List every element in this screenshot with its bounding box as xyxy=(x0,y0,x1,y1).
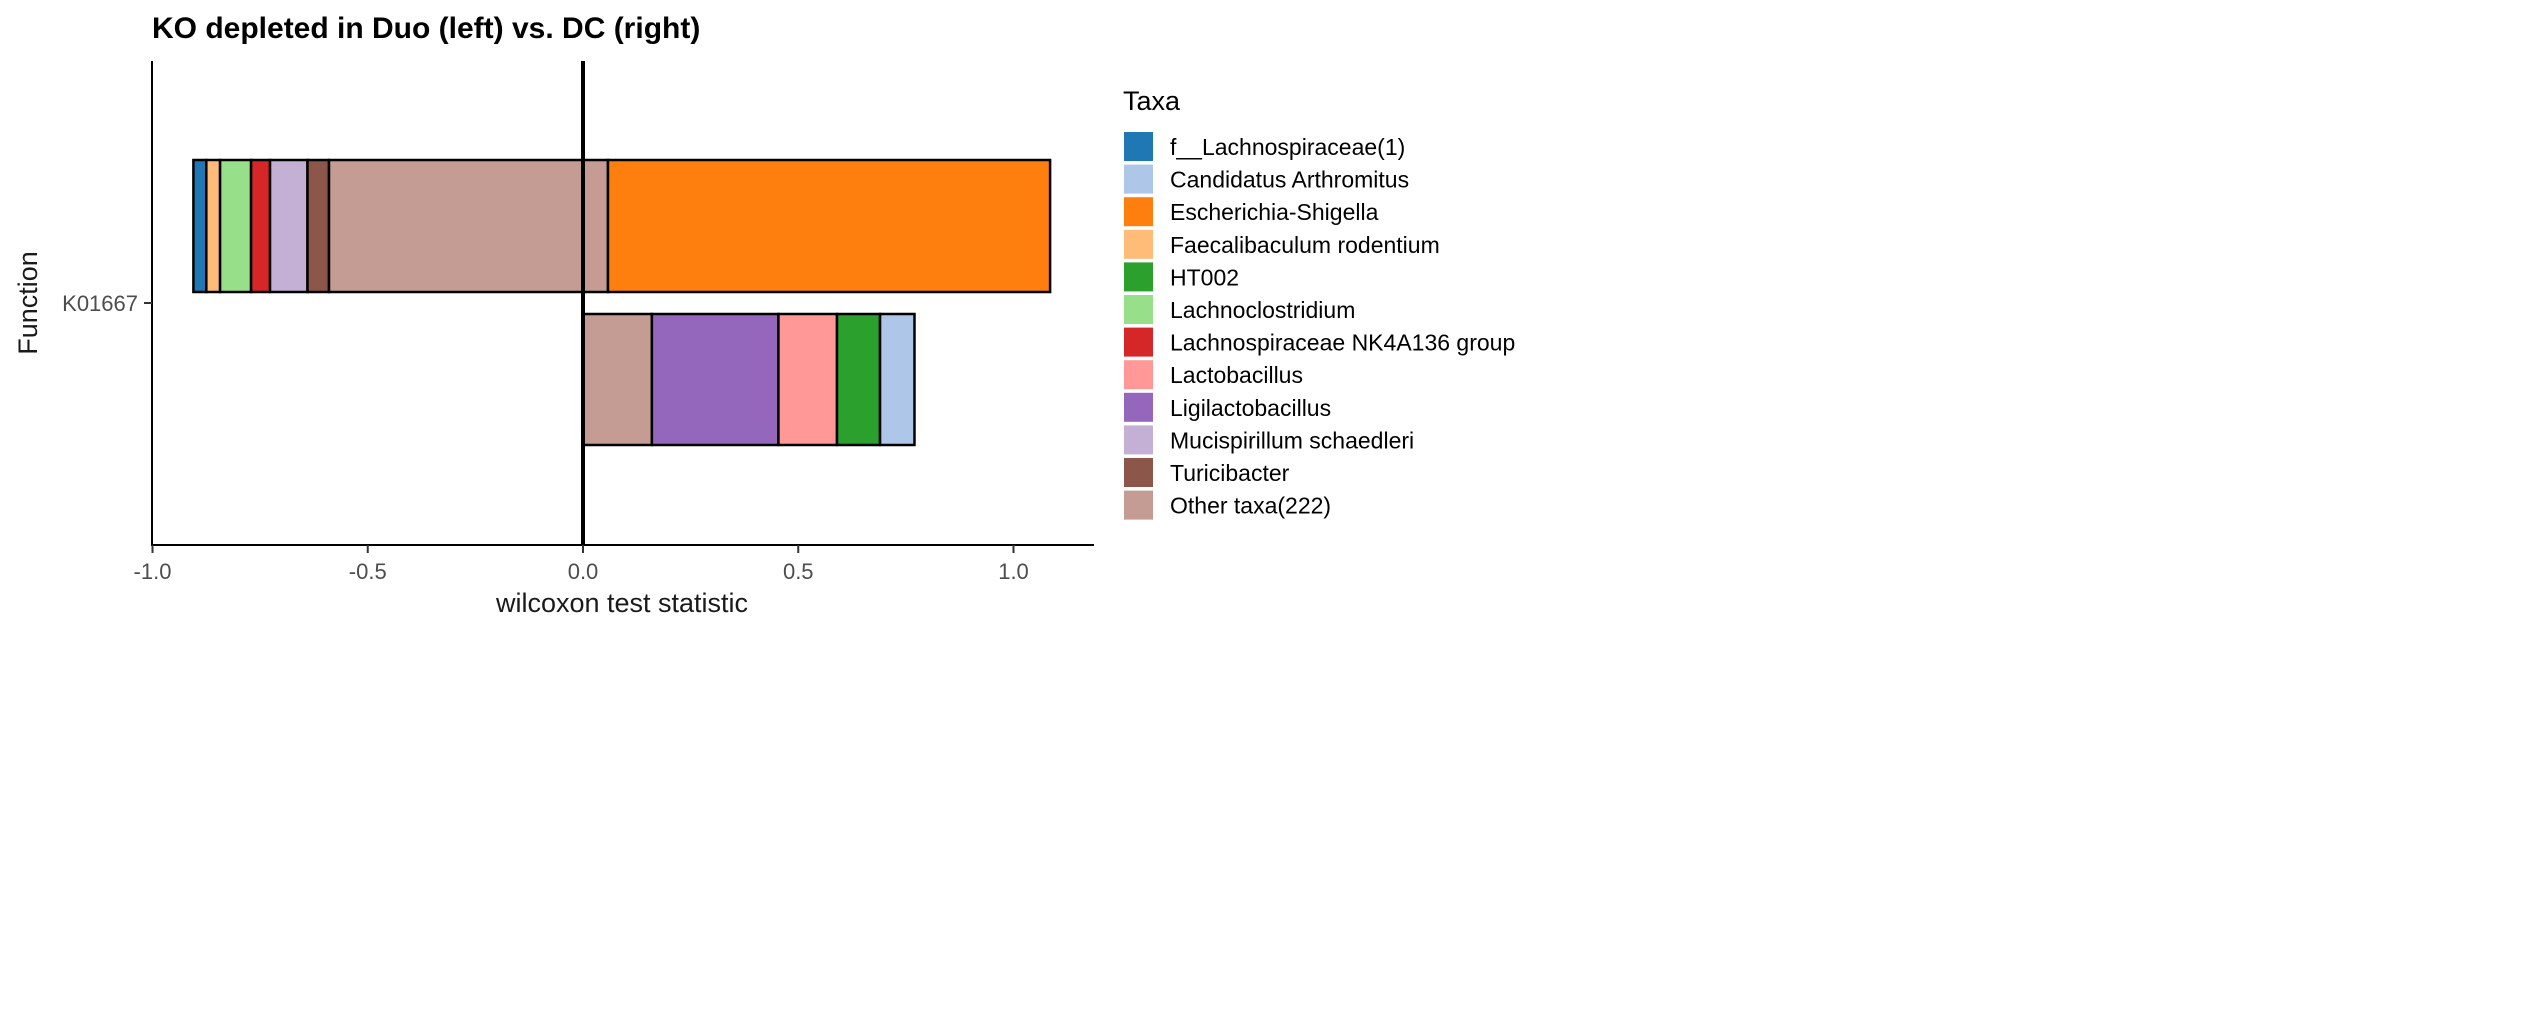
legend-swatch-escherichia-shigella xyxy=(1124,197,1153,227)
bar-segment-upper-other-taxa-222 xyxy=(327,158,610,294)
bar-segment-lower-ht002 xyxy=(835,312,882,447)
legend-swatch-lachnospiraceae-nk4a136-group xyxy=(1124,327,1153,357)
chart-title: KO depleted in Duo (left) vs. DC (right) xyxy=(152,12,700,45)
legend-label-turicibacter: Turicibacter xyxy=(1170,460,1290,486)
x-tick-label: 0.0 xyxy=(568,559,599,584)
y-axis-label: Function xyxy=(13,251,43,355)
bars-group xyxy=(192,158,1052,447)
legend-swatch-candidatus-arthromitus xyxy=(1124,164,1153,194)
legend-swatch-lachnoclostridium xyxy=(1124,295,1153,324)
legend-label-lactobacillus: Lactobacillus xyxy=(1170,362,1303,388)
legend-label-ht002: HT002 xyxy=(1170,264,1239,290)
x-axis-label: wilcoxon test statistic xyxy=(495,588,748,618)
legend-label-lachnospiraceae-nk4a136-group: Lachnospiraceae NK4A136 group xyxy=(1170,330,1515,356)
legend-label-candidatus-arthromitus: Candidatus Arthromitus xyxy=(1170,167,1409,193)
legend-swatch-other-taxa-222 xyxy=(1124,490,1153,520)
legend-swatch-lactobacillus xyxy=(1124,360,1153,390)
legend-swatch-mucispirillum-schaedleri xyxy=(1124,425,1153,455)
x-ticks-group: -1.0 -0.5 0.0 0.5 1.0 xyxy=(134,545,1029,584)
legend-label-mucispirillum-schaedleri: Mucispirillum schaedleri xyxy=(1170,427,1414,453)
legend-swatch-ligilactobacillus xyxy=(1124,392,1153,422)
legend-swatch-f-lachnospiraceae-1 xyxy=(1124,132,1153,161)
legend-swatch-ht002 xyxy=(1124,262,1153,292)
legend-label-faecalibaculum-rodentium: Faecalibaculum rodentium xyxy=(1170,232,1440,258)
legend-swatch-faecalibaculum-rodentium xyxy=(1124,229,1153,259)
legend: Taxa f__Lachnospiraceae(1) Candidatus Art… xyxy=(1123,86,1515,520)
bar-segment-upper-lachnoclostridium xyxy=(218,158,253,294)
bar-segment-lower-candidatus-arthromitus xyxy=(878,312,916,447)
bar-segment-lower-other-taxa-222 xyxy=(581,312,654,447)
legend-label-f-lachnospiraceae-1: f__Lachnospiraceae(1) xyxy=(1170,134,1405,160)
bar-segment-upper-f-lachnospiraceae-1 xyxy=(192,158,208,294)
bar-segment-lower-ligilactobacillus xyxy=(650,312,780,447)
bar-segment-upper-mucispirillum-schaedleri xyxy=(268,158,309,294)
bar-segment-upper-turicibacter xyxy=(306,158,331,294)
x-tick-label: -0.5 xyxy=(349,559,387,584)
legend-swatch-turicibacter xyxy=(1124,458,1153,487)
legend-label-escherichia-shigella: Escherichia-Shigella xyxy=(1170,199,1379,225)
bar-segment-upper-lachnospiraceae-nk4a136-group xyxy=(249,158,272,294)
legend-title: Taxa xyxy=(1123,86,1181,116)
legend-label-other-taxa-222: Other taxa(222) xyxy=(1170,493,1331,519)
bar-segment-lower-lactobacillus xyxy=(777,312,839,447)
legend-label-lachnoclostridium: Lachnoclostridium xyxy=(1170,297,1355,323)
x-tick-label: -1.0 xyxy=(134,559,172,584)
legend-label-ligilactobacillus: Ligilactobacillus xyxy=(1170,395,1331,421)
x-tick-label: 1.0 xyxy=(998,559,1029,584)
y-tick-label: K01667 xyxy=(62,291,138,316)
bar-segment-upper-faecalibaculum-rodentium xyxy=(205,158,222,294)
bar-chart: KO depleted in Duo (left) vs. DC (right)… xyxy=(13,12,1515,618)
x-tick-label: 0.5 xyxy=(783,559,814,584)
bar-segment-upper-escherichia-shigella xyxy=(606,158,1052,294)
